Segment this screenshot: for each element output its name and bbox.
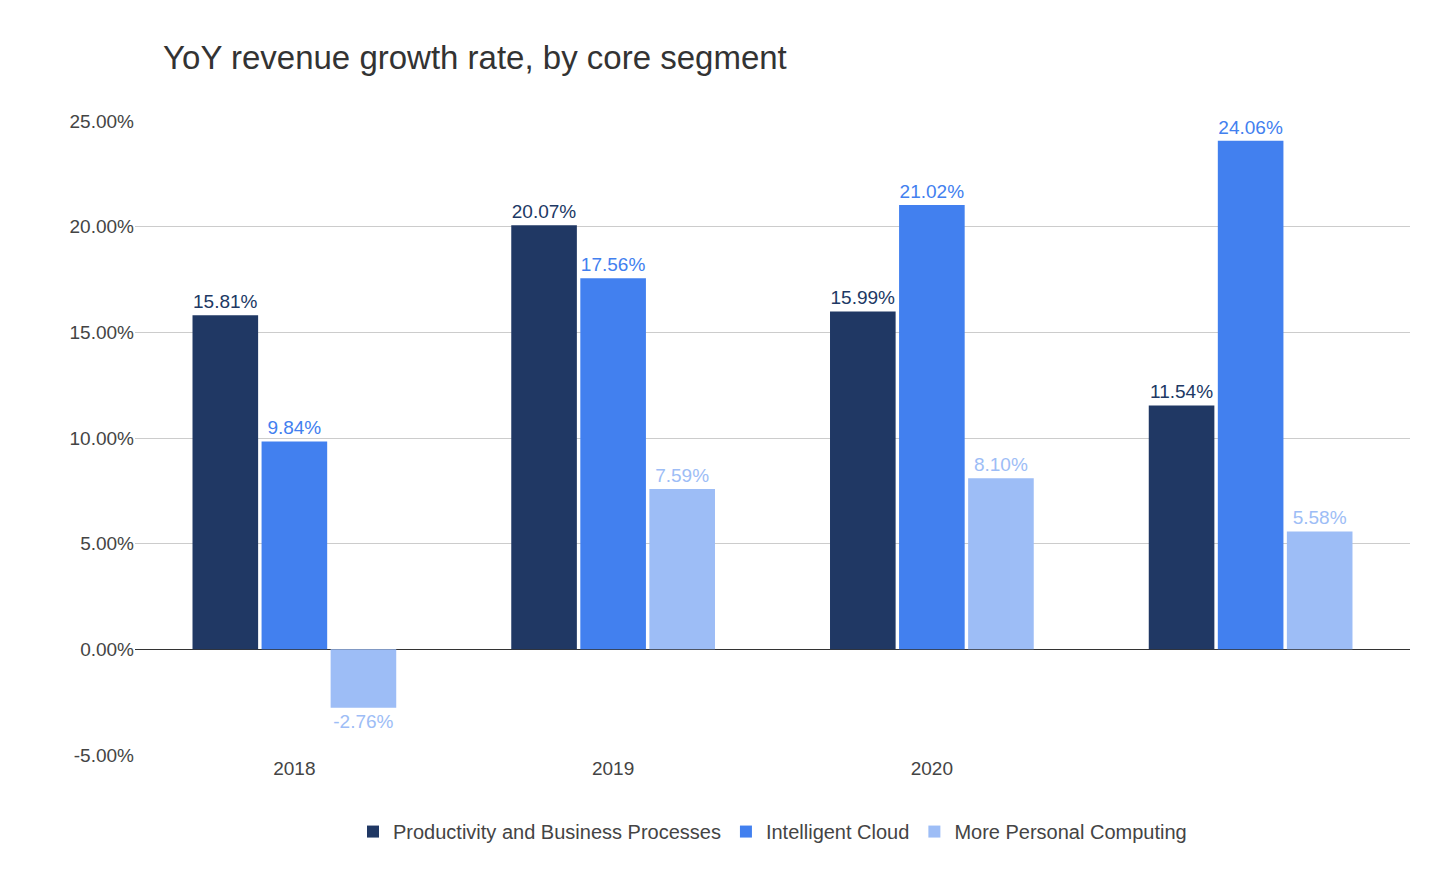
svg-text:2019: 2019: [592, 758, 634, 779]
svg-text:9.84%: 9.84%: [267, 417, 321, 438]
svg-text:5.58%: 5.58%: [1293, 507, 1347, 528]
svg-text:15.99%: 15.99%: [831, 287, 896, 308]
svg-text:Productivity and Business Proc: Productivity and Business Processes: [393, 821, 721, 843]
svg-text:10.00%: 10.00%: [70, 428, 135, 449]
svg-text:-5.00%: -5.00%: [74, 745, 134, 766]
svg-text:8.10%: 8.10%: [974, 454, 1028, 475]
svg-text:25.00%: 25.00%: [70, 111, 135, 132]
svg-text:11.54%: 11.54%: [1150, 381, 1213, 402]
svg-text:2020: 2020: [911, 758, 953, 779]
svg-text:More Personal Computing: More Personal Computing: [954, 821, 1186, 843]
svg-text:20.00%: 20.00%: [70, 216, 135, 237]
svg-text:24.06%: 24.06%: [1218, 117, 1283, 138]
svg-text:20.07%: 20.07%: [512, 201, 577, 222]
svg-text:-2.76%: -2.76%: [333, 711, 393, 732]
svg-text:0.00%: 0.00%: [80, 639, 134, 660]
svg-text:17.56%: 17.56%: [581, 254, 646, 275]
svg-text:15.81%: 15.81%: [193, 291, 258, 312]
svg-text:2018: 2018: [273, 758, 315, 779]
svg-text:21.02%: 21.02%: [900, 181, 965, 202]
svg-text:7.59%: 7.59%: [655, 465, 709, 486]
svg-text:Intelligent Cloud: Intelligent Cloud: [766, 821, 909, 843]
svg-text:YoY revenue growth rate, by co: YoY revenue growth rate, by core segment: [163, 39, 787, 76]
svg-text:15.00%: 15.00%: [70, 322, 135, 343]
svg-text:5.00%: 5.00%: [80, 533, 134, 554]
